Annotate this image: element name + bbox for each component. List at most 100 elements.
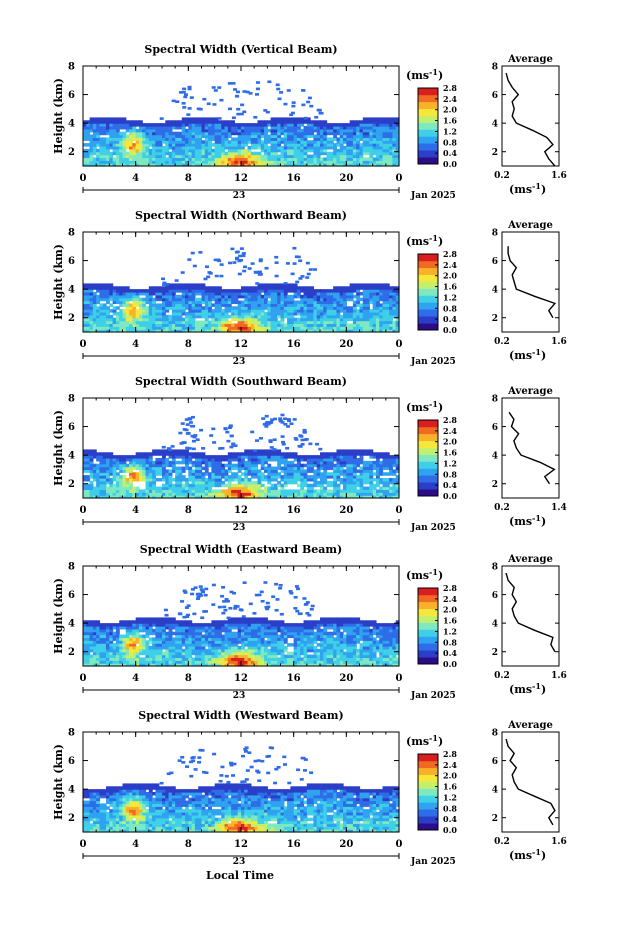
heatmap-cell: [237, 463, 242, 468]
heatmap-cell: [359, 286, 364, 290]
heatmap-cell: [175, 495, 180, 499]
heatmap-cell: [165, 486, 170, 491]
heatmap-cell: [86, 489, 91, 493]
heatmap-cell: [273, 323, 278, 327]
heatmap-cell: [138, 123, 143, 127]
heatmap-cell: [250, 160, 255, 164]
heatmap-cell: [112, 143, 117, 147]
heatmap-cell: [313, 314, 318, 319]
heatmap-cell: [313, 148, 318, 153]
heatmap-cell: [369, 128, 374, 133]
heatmap-cell: [306, 154, 311, 159]
heatmap-cell: [352, 472, 357, 476]
heatmap-cell: [293, 455, 298, 459]
heatmap-cell: [198, 143, 203, 147]
heatmap-cell: [168, 480, 173, 485]
heatmap-cell: [234, 309, 239, 313]
heatmap-cell: [300, 492, 305, 496]
heatmap-cell: [181, 123, 186, 127]
heatmap-cell: [326, 300, 331, 305]
heatmap-cell: [106, 309, 110, 313]
heatmap-cell: [359, 146, 364, 150]
heatmap-cell: [329, 123, 334, 127]
heatmap-cell: [204, 303, 209, 307]
heatmap-cell: [132, 300, 137, 305]
heatmap-cell: [379, 148, 384, 153]
heatmap-cell: [241, 126, 245, 130]
heatmap-cell: [231, 463, 236, 468]
heatmap-cell: [366, 143, 370, 147]
heatmap-cell: [211, 126, 216, 130]
heatmap-cell: [270, 292, 275, 296]
heatmap-cell: [316, 495, 321, 499]
heatmap-cell: [375, 128, 380, 133]
heatmap-cell: [83, 483, 87, 488]
heatmap-cell: [194, 148, 199, 153]
heatmap-cell: [352, 137, 357, 141]
heatmap-cell: [198, 146, 203, 150]
heatmap-cell: [201, 492, 206, 496]
heatmap-cell: [395, 137, 400, 141]
heatmap-cell: [208, 314, 212, 319]
heatmap-cell: [272, 438, 277, 442]
heatmap-cell: [162, 289, 166, 293]
heatmap-cell: [115, 292, 120, 296]
heatmap-cell: [155, 466, 160, 471]
heatmap-cell: [168, 126, 173, 130]
heatmap-cell: [296, 455, 301, 459]
heatmap-cell: [132, 309, 137, 313]
heatmap-cell: [142, 317, 147, 322]
heatmap-cell: [155, 128, 160, 133]
heatmap-cell: [132, 475, 137, 479]
heatmap-cell: [343, 300, 347, 305]
heatmap-cell: [313, 317, 318, 322]
heatmap-cell: [214, 160, 219, 164]
heatmap-cell: [165, 480, 170, 485]
heatmap-cell: [356, 320, 361, 325]
heatmap-cell: [336, 131, 341, 136]
heatmap-cell: [382, 472, 387, 476]
heatmap-cell: [191, 472, 196, 476]
heatmap-cell: [300, 443, 305, 446]
heatmap-cell: [310, 140, 315, 144]
y-tick-label: 4: [68, 119, 75, 130]
heatmap-cell: [181, 143, 186, 147]
heatmap-cell: [119, 480, 124, 485]
heatmap-cell: [372, 157, 377, 161]
heatmap-cell: [135, 123, 140, 127]
heatmap-cell: [102, 314, 107, 319]
heatmap-cell: [231, 443, 236, 446]
heatmap-cell: [191, 151, 196, 156]
heatmap-cell: [257, 270, 262, 274]
heatmap-cell: [152, 460, 157, 465]
heatmap-cell: [242, 90, 247, 93]
heatmap-cell: [247, 323, 252, 327]
heatmap-cell: [349, 449, 354, 453]
heatmap-cell: [283, 117, 288, 121]
heatmap-cell: [395, 131, 400, 136]
heatmap-cell: [135, 134, 140, 139]
heatmap-cell: [171, 460, 176, 465]
heatmap-cell: [201, 320, 206, 325]
heatmap-cell: [320, 303, 324, 307]
heatmap-cell: [122, 489, 127, 493]
heatmap-cell: [260, 306, 265, 310]
heatmap-cell: [352, 126, 357, 130]
heatmap-cell: [227, 486, 232, 491]
heatmap-cell: [165, 123, 170, 127]
heatmap-cell: [303, 116, 308, 120]
heatmap-cell: [99, 117, 104, 121]
heatmap-cell: [125, 134, 130, 139]
heatmap-cell: [99, 460, 104, 465]
heatmap-cell: [237, 126, 242, 130]
heatmap-cell: [145, 329, 150, 333]
heatmap-cell: [168, 146, 173, 150]
heatmap-cell: [168, 303, 173, 307]
heatmap-cell: [296, 117, 301, 121]
colorbar-unit-base: (ms: [406, 235, 429, 248]
heatmap-cell: [171, 163, 176, 167]
heatmap-cell: [352, 300, 357, 305]
heatmap-cell: [313, 472, 318, 476]
heatmap-cell: [359, 460, 364, 465]
heatmap-cell: [112, 123, 117, 127]
